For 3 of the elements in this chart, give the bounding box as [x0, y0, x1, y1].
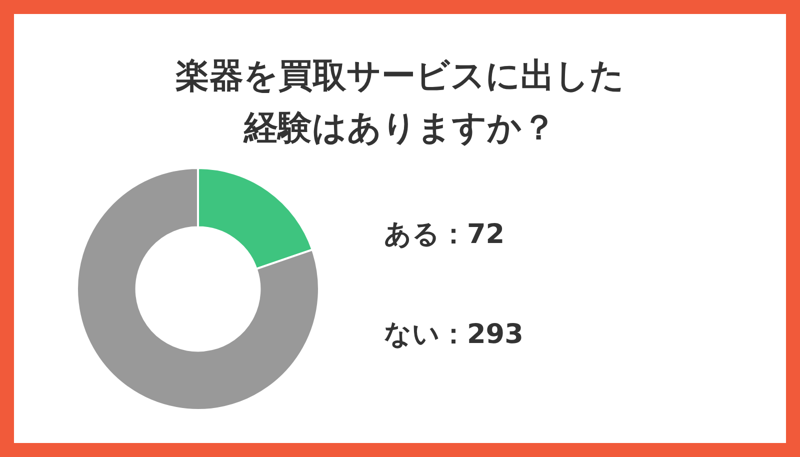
slice-label: ある：72	[384, 219, 505, 250]
chart-title: 楽器を買取サービスに出した経験はありますか？	[175, 55, 625, 150]
slice-label: ない：293	[384, 319, 524, 350]
